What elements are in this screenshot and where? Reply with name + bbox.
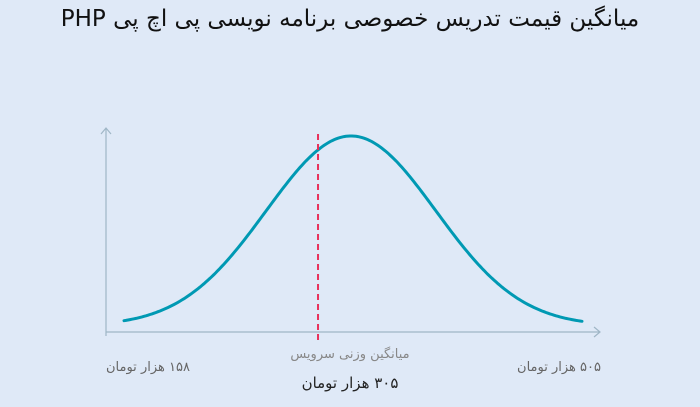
x-min-label: ۱۵۸ هزار تومان [106, 360, 190, 375]
chart-title: میانگین قیمت تدریس خصوصی برنامه نویسی پی… [60, 6, 640, 32]
x-max-label: ۵۰۵ هزار تومان [517, 360, 601, 375]
mean-value-label: ۳۰۵ هزار تومان [301, 374, 399, 392]
x-axis-arrow [593, 326, 601, 338]
mean-caption: میانگین وزنی سرویس [290, 347, 410, 362]
y-axis-arrow [100, 127, 112, 135]
distribution-curve [122, 134, 584, 323]
